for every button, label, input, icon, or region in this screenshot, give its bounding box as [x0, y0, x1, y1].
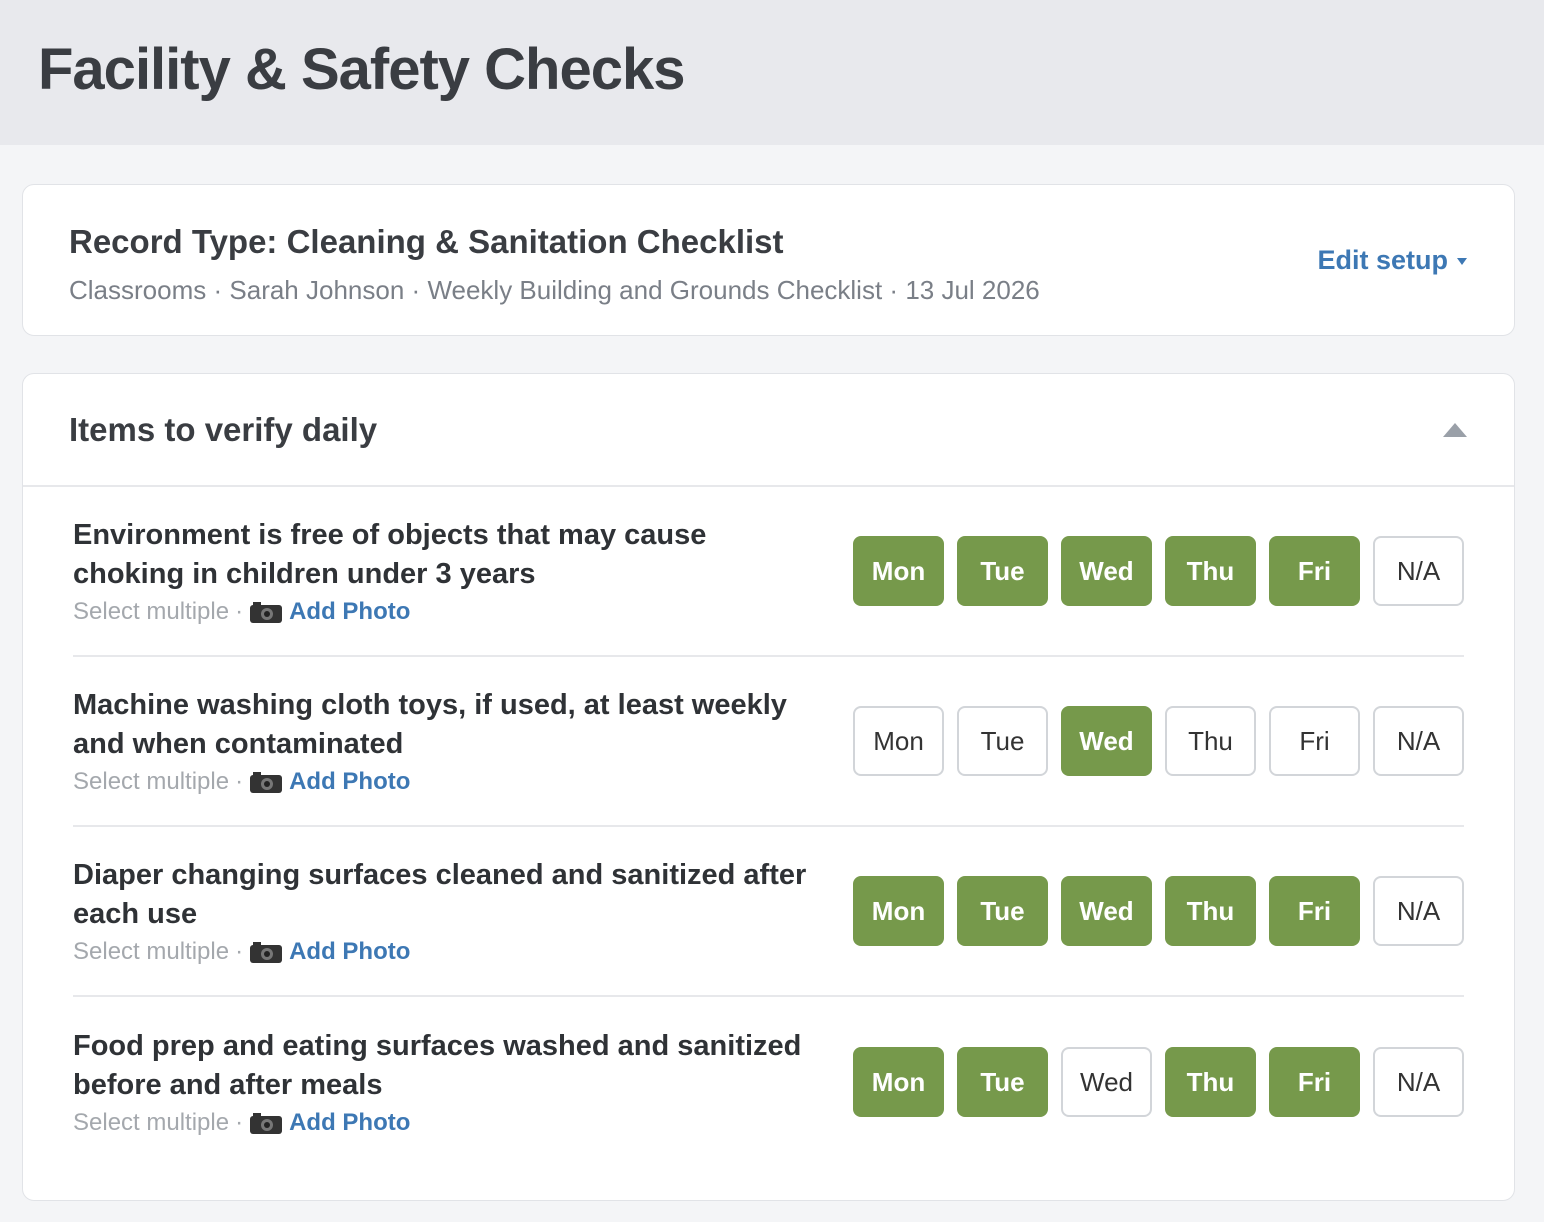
camera-icon	[250, 1113, 283, 1134]
add-photo[interactable]: Add Photo	[289, 1109, 411, 1136]
hint: Select multiple	[73, 938, 230, 965]
section-header: Items to verify daily	[23, 374, 1514, 487]
record-card: Record Type: Cleaning & Sanitation Check…	[22, 184, 1515, 336]
day-button[interactable]: Fri	[1269, 876, 1360, 946]
item-hint: Select multiple · Add Photo	[73, 598, 813, 626]
meta-item: Sarah Johnson	[229, 275, 405, 305]
items-card: Items to verify daily Environment is fre…	[22, 373, 1515, 1201]
item-text: Food prep and eating surfaces washed and…	[73, 1030, 802, 1101]
add-photo[interactable]: Add Photo	[289, 938, 411, 965]
day-button[interactable]: Thu	[1165, 1047, 1256, 1117]
hint: Select multiple	[73, 598, 230, 625]
collapse-toggle[interactable]	[1442, 422, 1468, 438]
item-list: Environment is free of objects that may …	[23, 487, 1514, 1167]
day-button[interactable]: Tue	[957, 536, 1048, 606]
separator: ·	[235, 1109, 244, 1136]
caret	[1457, 257, 1467, 265]
add-photo[interactable]: Add Photo	[289, 598, 411, 625]
day-button[interactable]: Mon	[853, 1047, 944, 1117]
edit-label[interactable]: Edit setup	[1317, 245, 1448, 275]
day-button[interactable]: N/A	[1373, 1047, 1464, 1117]
day-button[interactable]: Tue	[957, 876, 1048, 946]
day-button[interactable]: Wed	[1061, 1047, 1152, 1117]
day-button[interactable]: Mon	[853, 876, 944, 946]
day-button[interactable]: Mon	[853, 536, 944, 606]
separator: ·	[235, 768, 244, 795]
day-button[interactable]: Wed	[1061, 536, 1152, 606]
day-button[interactable]: Tue	[957, 1047, 1048, 1117]
day-buttons: Mon Tue Wed Thu Fri N/A	[853, 1047, 1464, 1117]
item-hint: Select multiple · Add Photo	[73, 1109, 813, 1137]
camera-icon	[250, 942, 283, 963]
day-button[interactable]: Wed	[1061, 706, 1152, 776]
item-text-block: Environment is free of objects that may …	[73, 516, 813, 626]
item-text: Diaper changing surfaces cleaned and san…	[73, 859, 807, 930]
day-button[interactable]: Tue	[957, 706, 1048, 776]
record-meta: Classrooms · Sarah Johnson · Weekly Buil…	[69, 275, 1468, 306]
meta-item: Weekly Building and Grounds Checklist	[427, 275, 883, 305]
item-text: Machine washing cloth toys, if used, at …	[73, 689, 787, 760]
section-title: Items to verify daily	[69, 410, 378, 448]
item-row: Diaper changing surfaces cleaned and san…	[73, 827, 1464, 997]
item-text-block: Diaper changing surfaces cleaned and san…	[73, 856, 813, 966]
day-button[interactable]: N/A	[1373, 876, 1464, 946]
hint: Select multiple	[73, 768, 230, 795]
day-button[interactable]: Wed	[1061, 876, 1152, 946]
day-button[interactable]: Thu	[1165, 706, 1256, 776]
header: Facility & Safety Checks	[0, 0, 1544, 145]
add-photo[interactable]: Add Photo	[289, 768, 411, 795]
camera-icon	[250, 772, 283, 793]
item-text-block: Machine washing cloth toys, if used, at …	[73, 686, 813, 796]
hint: Select multiple	[73, 1109, 230, 1136]
separator: ·	[235, 598, 244, 625]
item-text-block: Food prep and eating surfaces washed and…	[73, 1027, 813, 1137]
day-button[interactable]: N/A	[1373, 536, 1464, 606]
edit-setup[interactable]: Edit setup	[1317, 245, 1468, 276]
day-button[interactable]: Mon	[853, 706, 944, 776]
meta-item: Classrooms	[69, 275, 207, 305]
separator: ·	[213, 275, 223, 305]
day-button[interactable]: N/A	[1373, 706, 1464, 776]
day-buttons: Mon Tue Wed Thu Fri N/A	[853, 536, 1464, 606]
day-button[interactable]: Thu	[1165, 536, 1256, 606]
item-row: Food prep and eating surfaces washed and…	[73, 997, 1464, 1167]
item-row: Machine washing cloth toys, if used, at …	[73, 657, 1464, 827]
item-row: Environment is free of objects that may …	[73, 487, 1464, 657]
page-title: Facility & Safety Checks	[38, 37, 686, 102]
meta-item: 13 Jul 2026	[905, 275, 1040, 305]
separator: ·	[889, 275, 899, 305]
record-title: Record Type: Cleaning & Sanitation Check…	[69, 223, 784, 260]
day-button[interactable]: Fri	[1269, 536, 1360, 606]
separator: ·	[411, 275, 421, 305]
separator: ·	[235, 938, 244, 965]
item-hint: Select multiple · Add Photo	[73, 768, 813, 796]
day-button[interactable]: Thu	[1165, 876, 1256, 946]
camera-icon	[250, 602, 283, 623]
item-text: Environment is free of objects that may …	[73, 519, 707, 590]
item-hint: Select multiple · Add Photo	[73, 938, 813, 966]
day-button[interactable]: Fri	[1269, 1047, 1360, 1117]
day-buttons: Mon Tue Wed Thu Fri N/A	[853, 706, 1464, 776]
day-buttons: Mon Tue Wed Thu Fri N/A	[853, 876, 1464, 946]
day-button[interactable]: Fri	[1269, 706, 1360, 776]
